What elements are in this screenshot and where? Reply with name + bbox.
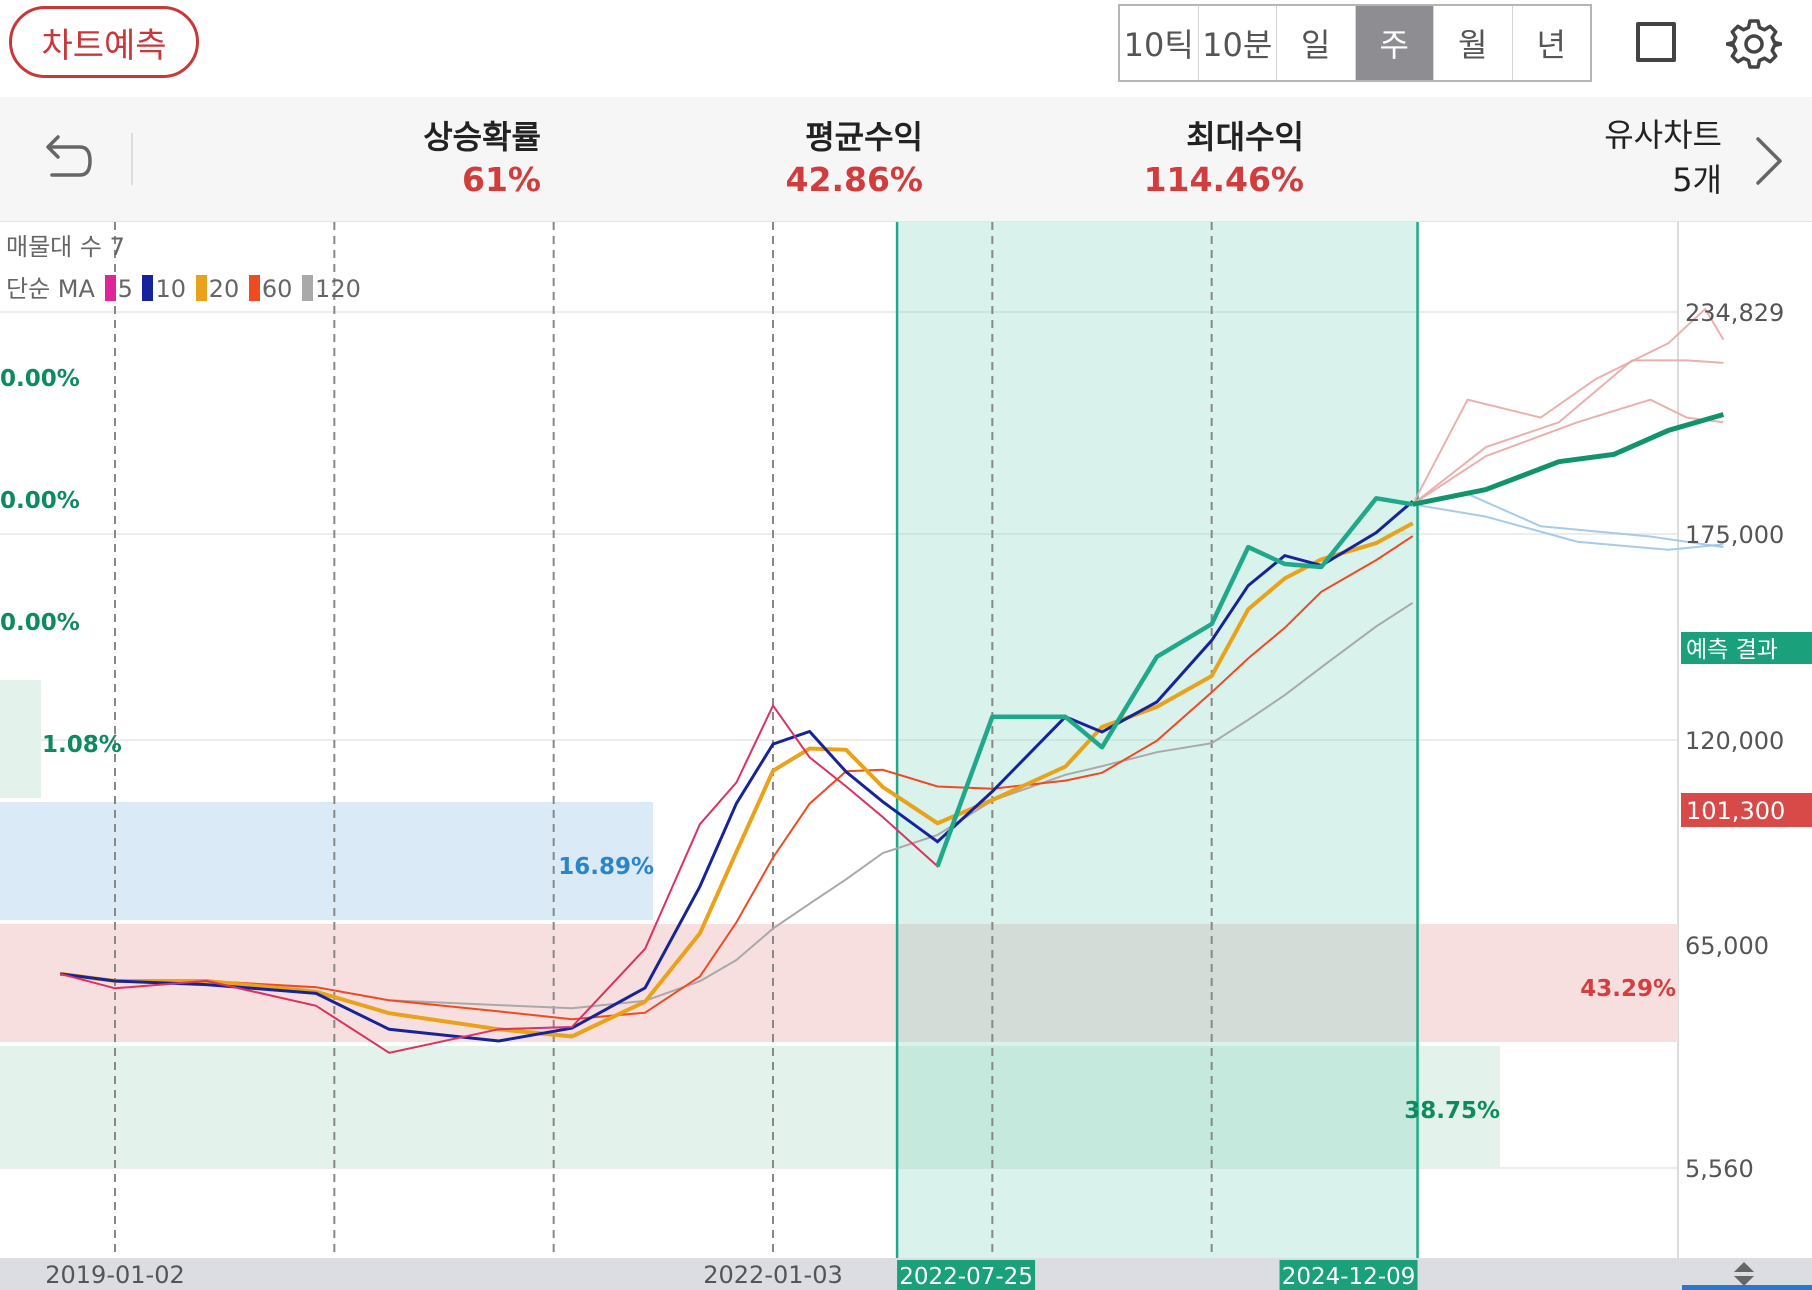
selection-start-label: 2022-07-25 [899, 1264, 1033, 1290]
ma120-label: 120 [315, 275, 361, 303]
interval-10min[interactable]: 10분 [1199, 6, 1277, 80]
x-axis-label-0: 2019-01-02 [45, 1261, 184, 1289]
volume-zone-percent-1: 0.00% [0, 366, 80, 392]
similar-chart-path-1 [1411, 307, 1725, 505]
volume-profile-caption: 매물대 수 7 [6, 233, 125, 261]
ma5-swatch [104, 275, 116, 301]
ma120-swatch [302, 275, 314, 301]
interval-month[interactable]: 월 [1434, 6, 1513, 80]
volume-zone-percent-4: 1.08% [42, 732, 122, 758]
prediction-line [1412, 412, 1725, 507]
average-return-label: 평균수익 [805, 118, 923, 156]
prediction-result-tag [1681, 632, 1812, 664]
gear-icon[interactable] [1726, 16, 1782, 72]
chart-legend: 매물대 수 7 단순 MA 5 10 20 60 120 [6, 226, 361, 310]
current-price-tag [1681, 793, 1812, 827]
average-return-value: 42.86% [785, 160, 923, 199]
ma10-label: 10 [155, 275, 187, 303]
selection-end-label: 2024-12-09 [1282, 1264, 1416, 1290]
max-return-value: 114.46% [1143, 160, 1304, 199]
scroll-handle-icon [1734, 1262, 1754, 1286]
volume-zone-percent-6: 43.29% [1580, 976, 1676, 1002]
price-axis-label-4: 5,560 [1685, 1155, 1754, 1183]
similar-charts-label: 유사차트 [1604, 116, 1722, 154]
interval-10tick[interactable]: 10틱 [1120, 6, 1199, 80]
selection-start-tag [897, 1260, 1036, 1290]
ma60-label: 60 [261, 275, 293, 303]
max-return-stat: 최대수익 114.46% [1144, 117, 1304, 203]
prediction-summary-bar: 상승확률 61% 평균수익 42.86% 최대수익 114.46% 유사차트 5… [0, 97, 1812, 222]
interval-selector: 10틱 10분 일 주 월 년 [1118, 4, 1592, 82]
price-chart[interactable]: 0.00% 0.00% 0.00% 1.08% 16.89% 43.29% 38.75% 23… [0, 222, 1812, 1290]
average-return-stat: 평균수익 42.86% [786, 117, 923, 203]
current-price-label: 101,300 [1686, 797, 1785, 825]
selection-end-tag [1279, 1260, 1418, 1290]
scroll-indicator [1682, 1285, 1812, 1290]
chart-labels: 0.00% 0.00% 0.00% 1.08% 16.89% 43.29% 38.75% 23… [0, 299, 1812, 1290]
similar-chart-path-3 [1412, 398, 1724, 506]
volume-zone-percent-2: 0.00% [0, 488, 80, 514]
interval-day[interactable]: 일 [1277, 6, 1356, 80]
similar-chart-path-5 [1412, 503, 1724, 551]
volume-zone-percent-3: 0.00% [0, 610, 80, 636]
ma5-label: 5 [117, 275, 133, 303]
ma20-label: 20 [208, 275, 240, 303]
vertical-date-lines [114, 222, 1213, 1258]
ma20-swatch [195, 275, 207, 301]
series [59, 307, 1725, 1054]
ma20-line [59, 521, 1414, 1039]
ma-title: 단순 MA [6, 275, 95, 303]
undo-icon[interactable] [36, 125, 96, 185]
ma-legend-row: 단순 MA 5 10 20 60 120 [6, 268, 361, 310]
volume-zone-7 [0, 1046, 1500, 1168]
price-axis-label-0: 234,829 [1685, 299, 1784, 327]
volume-profile-zones [0, 680, 1678, 1168]
stats-divider [131, 133, 133, 185]
ma60-swatch [248, 275, 260, 301]
fullscreen-square-icon[interactable] [1636, 22, 1676, 62]
top-toolbar: 차트예측 10틱 10분 일 주 월 년 [0, 0, 1812, 95]
x-axis-label-1: 2022-01-03 [703, 1261, 842, 1289]
chart-predict-button[interactable]: 차트예측 [9, 6, 199, 78]
volume-zone-4 [0, 680, 41, 798]
similar-charts-count: 5개 [1672, 161, 1722, 199]
rise-probability-label: 상승확률 [423, 118, 541, 156]
pattern-line [935, 496, 1414, 868]
similar-charts[interactable]: 유사차트 5개 [1604, 113, 1722, 203]
chevron-right-icon[interactable] [1752, 133, 1786, 189]
rise-probability-value: 61% [462, 160, 541, 199]
volume-zone-percent-7: 38.75% [1404, 1098, 1500, 1124]
ma10-line [60, 500, 1414, 1043]
interval-week[interactable]: 주 [1355, 6, 1434, 80]
ma10-swatch [142, 275, 154, 301]
interval-year[interactable]: 년 [1536, 26, 1566, 64]
price-axis-label-1: 175,000 [1685, 521, 1784, 549]
price-axis-label-2: 120,000 [1685, 727, 1784, 755]
prediction-result-label: 예측 결과 [1686, 637, 1778, 663]
volume-zone-5 [0, 802, 653, 920]
rise-probability-stat: 상승확률 61% [423, 117, 541, 203]
max-return-label: 최대수익 [1186, 118, 1304, 156]
chart-predict-label: 차트예측 [41, 25, 167, 66]
similar-chart-path-2 [1412, 359, 1724, 506]
volume-zone-percent-5: 16.89% [558, 854, 654, 880]
price-axis-label-3: 65,000 [1685, 932, 1769, 960]
volume-zone-6 [0, 924, 1678, 1042]
